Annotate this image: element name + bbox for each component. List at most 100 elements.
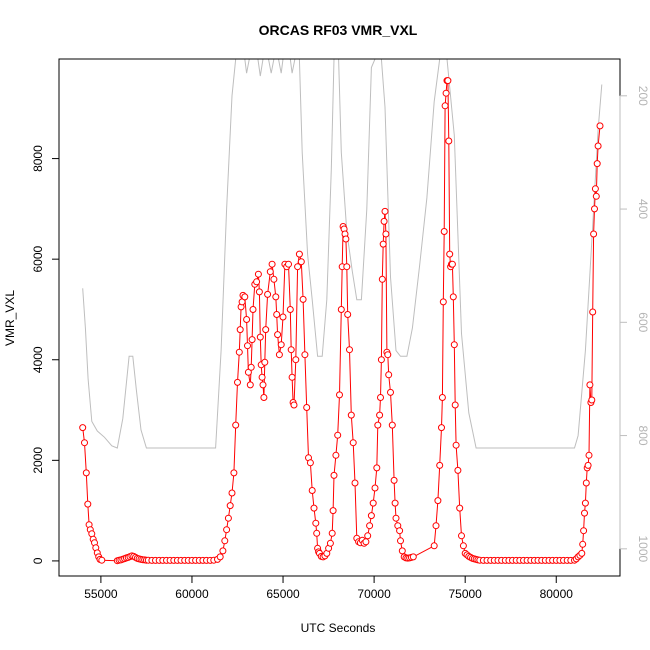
right-tick-label: 800 — [636, 426, 650, 446]
vmr-point — [334, 431, 342, 439]
vmr-point — [285, 260, 292, 268]
vmr-point — [430, 542, 438, 550]
y-tick-label: 4000 — [31, 346, 45, 373]
vmr-point — [586, 381, 594, 389]
vmr-point — [585, 451, 593, 459]
vmr-point — [387, 388, 394, 396]
vmr-point — [264, 290, 272, 298]
vmr-point — [259, 381, 267, 389]
x-tick-label: 80000 — [540, 587, 574, 601]
vmr-point — [226, 502, 234, 510]
vmr-point — [454, 466, 462, 474]
vmr-point — [232, 421, 240, 429]
vmr-point — [234, 378, 241, 386]
vmr-point — [346, 346, 353, 354]
vmr-point — [581, 509, 588, 517]
vmr-point — [378, 275, 386, 283]
vmr-point — [452, 441, 460, 449]
vmr-point — [223, 526, 231, 534]
x-tick-label: 65000 — [266, 587, 300, 601]
vmr-point — [446, 250, 454, 258]
vmr-point — [261, 358, 269, 366]
chart-title: ORCAS RF03 VMR_VXL — [259, 22, 418, 38]
vmr-point — [270, 275, 278, 283]
x-tick-label: 70000 — [357, 587, 391, 601]
vmr-point — [441, 102, 449, 110]
vmr-point — [594, 142, 602, 150]
vmr-point — [266, 268, 274, 276]
vmr-point — [253, 278, 261, 286]
vmr-point — [371, 484, 379, 492]
vmr-point — [596, 122, 604, 130]
vmr-point — [244, 342, 251, 350]
vmr-point — [362, 538, 370, 546]
vmr-point — [301, 351, 309, 359]
vmr-point — [228, 489, 236, 497]
vmr-point — [385, 371, 393, 379]
vmr-point — [409, 553, 417, 561]
vmr-point — [344, 311, 352, 318]
vmr-point — [582, 479, 590, 487]
vmr-point — [376, 411, 384, 419]
vmr-point — [224, 514, 232, 522]
vmr-point — [439, 298, 447, 306]
vmr-point — [255, 288, 263, 296]
vmr-point — [442, 89, 450, 97]
vmr-point — [328, 529, 336, 537]
vmr-series — [79, 77, 604, 565]
vmr-point — [246, 381, 254, 389]
vmr-point — [366, 522, 374, 530]
vmr-point — [379, 240, 387, 248]
vmr-point — [373, 464, 381, 472]
vmr-point — [384, 351, 392, 359]
vmr-point — [98, 556, 106, 564]
vmr-point — [243, 316, 251, 323]
vmr-point — [377, 356, 385, 364]
vmr-point — [592, 192, 600, 200]
x-axis-label: UTC Seconds — [301, 621, 376, 635]
vmr-point — [326, 539, 334, 547]
vmr-point — [590, 230, 598, 238]
vmr-point — [235, 348, 243, 356]
vmr-point — [79, 424, 87, 432]
vmr-point — [382, 230, 390, 238]
vmr-point — [297, 258, 305, 266]
x-tick-label: 60000 — [175, 587, 209, 601]
vmr-point — [591, 205, 598, 213]
vmr-point — [349, 439, 357, 447]
vmr-point — [579, 540, 587, 548]
vmr-point — [81, 439, 88, 447]
vmr-point — [299, 295, 307, 303]
vmr-point — [262, 326, 270, 334]
pressure-line — [82, 59, 603, 449]
vmr-point — [342, 235, 350, 243]
vmr-point — [591, 185, 599, 193]
vmr-point — [221, 537, 229, 545]
vmr-point — [445, 137, 453, 145]
vmr-point — [377, 394, 384, 401]
vmr-point — [456, 504, 464, 512]
vmr-point — [391, 499, 399, 507]
vmr-point — [312, 519, 320, 527]
vmr-point — [381, 207, 389, 215]
vmr-point — [248, 336, 256, 344]
vmr-point — [434, 497, 442, 505]
y-axis-label: VMR_VXL — [3, 290, 17, 346]
vmr-point — [286, 306, 294, 313]
y-axis: 0 2000 4000 6000 8000 — [31, 145, 60, 564]
x-axis: 55000 60000 65000 70000 75000 80000 — [84, 575, 574, 601]
vmr-point — [397, 537, 404, 545]
vmr-point — [588, 396, 596, 404]
vmr-point — [274, 331, 282, 339]
vmr-point — [589, 308, 597, 316]
vmr-point — [268, 260, 276, 268]
vmr-point — [290, 401, 298, 409]
vmr-point — [306, 459, 314, 467]
x-tick-label: 55000 — [84, 587, 118, 601]
vmr-point — [444, 77, 452, 85]
vmr-point — [260, 394, 268, 401]
vmr-point — [450, 341, 458, 349]
vmr-point — [230, 469, 238, 477]
vmr-point — [390, 476, 398, 484]
vmr-point — [84, 500, 92, 508]
